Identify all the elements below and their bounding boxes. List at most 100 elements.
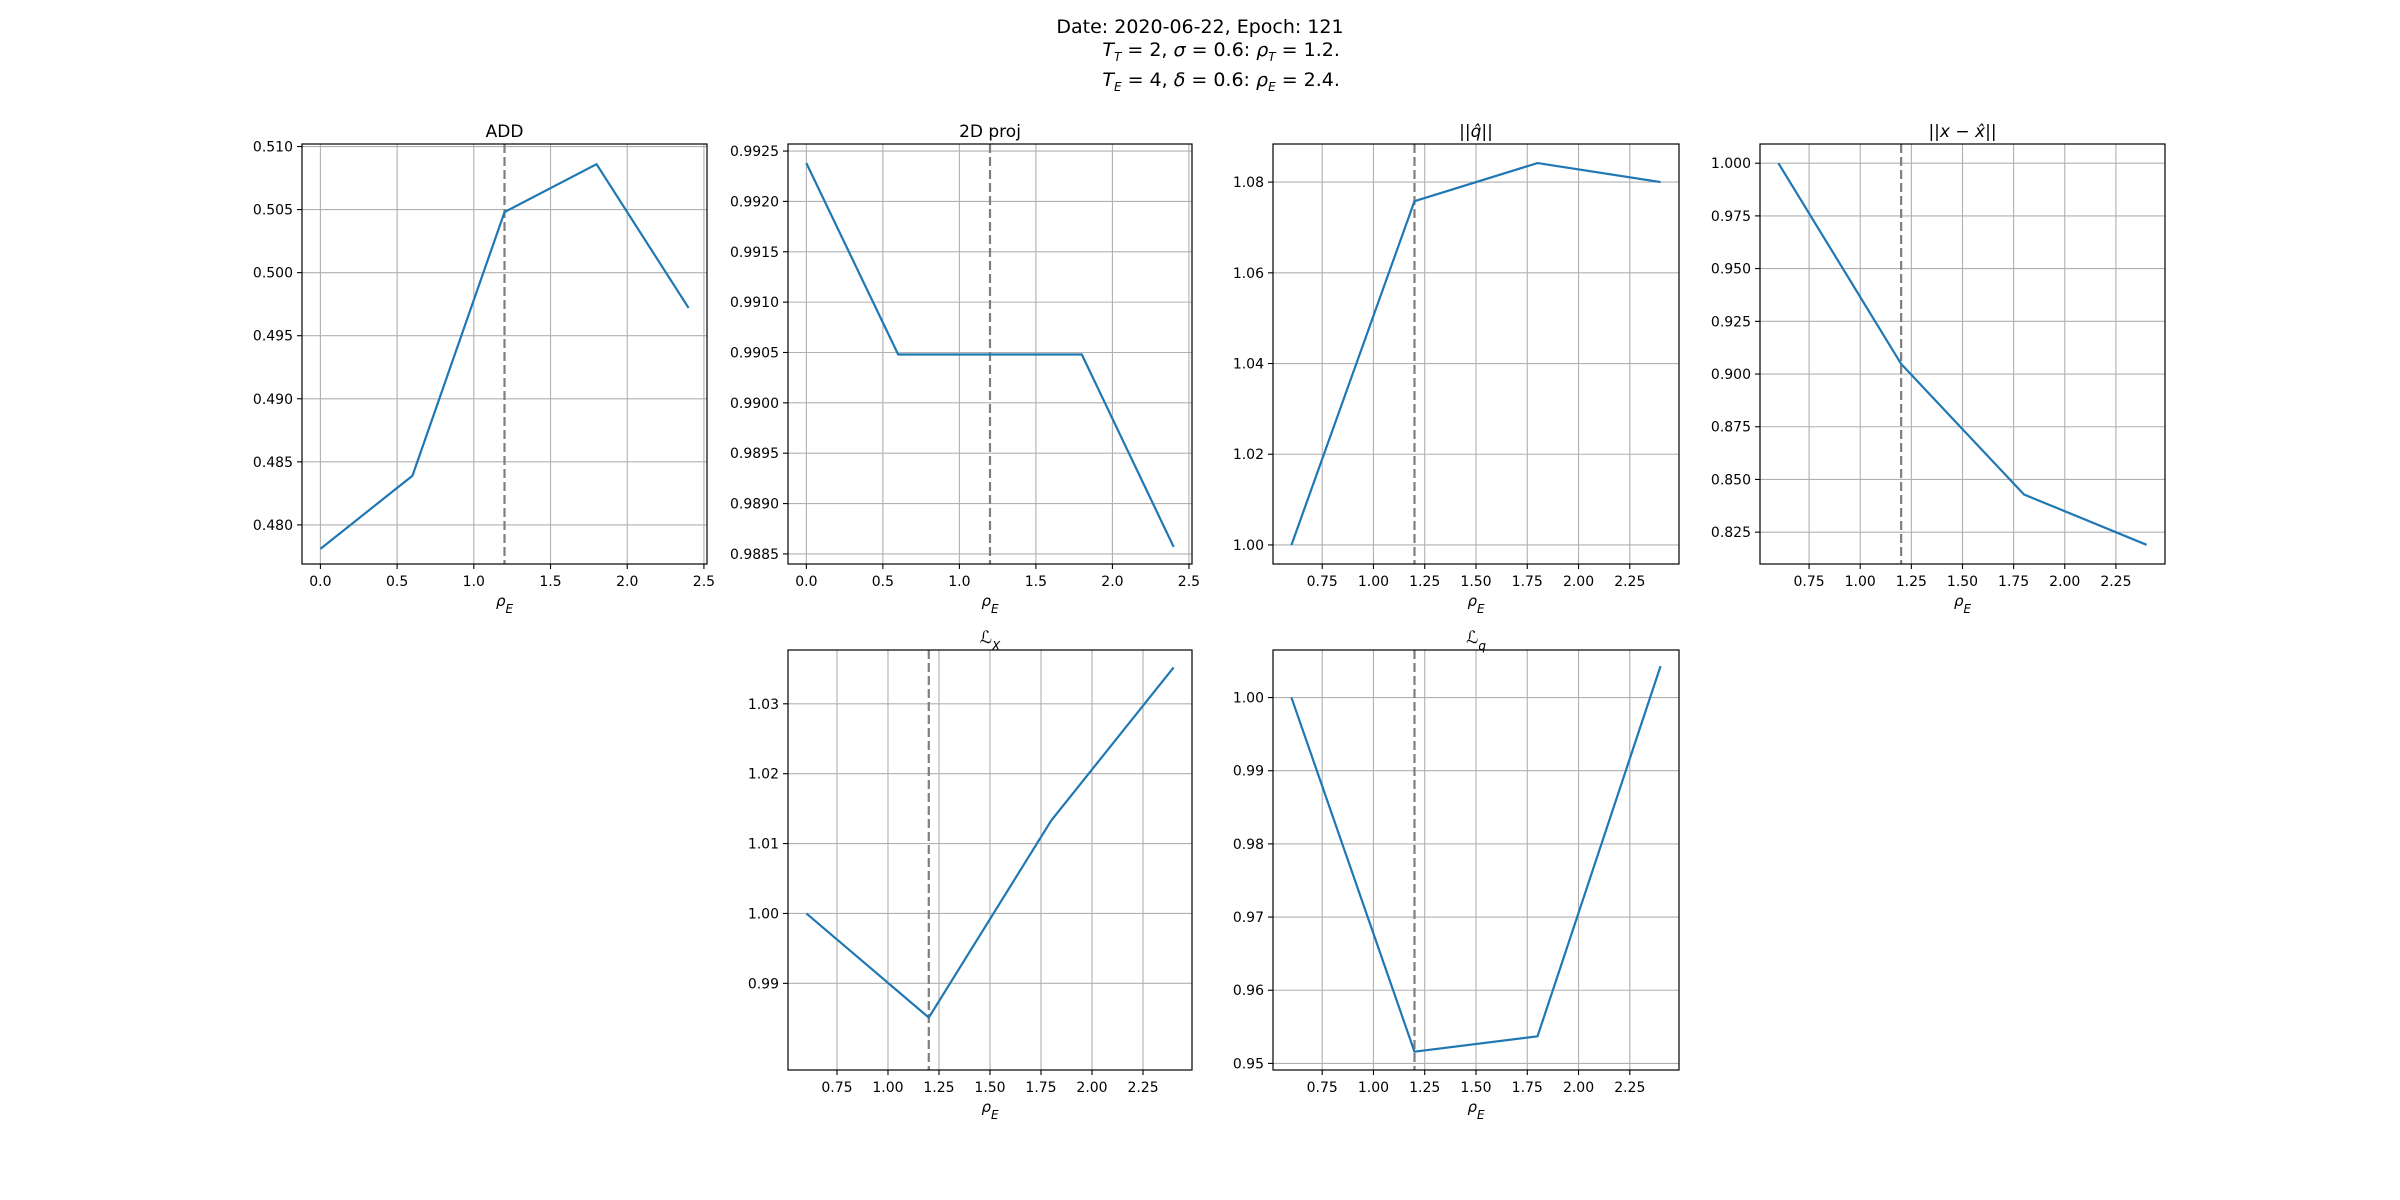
series-line — [1777, 162, 2148, 546]
y-tick-label: 0.97 — [1233, 910, 1264, 926]
series-line — [1290, 161, 1661, 546]
y-tick-label: 0.9920 — [730, 194, 779, 210]
x-tick-label: 1.00 — [872, 1080, 903, 1096]
subplot-title: 2D proj — [959, 122, 1021, 142]
y-tick-label: 1.01 — [748, 837, 779, 853]
y-tick-label: 0.9915 — [730, 245, 779, 261]
x-tick-label: 2.00 — [1563, 1080, 1594, 1096]
x-tick-label: 1.50 — [1947, 574, 1978, 590]
x-tick-label: 2.0 — [616, 574, 638, 590]
subplot-3: 0.75 1.00 1.25 1.50 1.75 2.00 2.25 1.00 1.02 1.04… — [1233, 122, 1680, 616]
y-tick-label: 0.9885 — [730, 547, 779, 563]
y-tick-label: 1.000 — [1711, 156, 1751, 172]
y-tick-label: 0.825 — [1711, 525, 1751, 541]
y-tick-label: 0.490 — [253, 392, 293, 408]
x-tick-label: 0.75 — [1307, 574, 1338, 590]
x-tick-label: 1.00 — [1845, 574, 1876, 590]
y-tick-label: 1.00 — [748, 906, 779, 922]
x-tick-label: 1.0 — [948, 574, 970, 590]
x-tick-label: 2.25 — [2100, 574, 2131, 590]
y-tick-label: 0.485 — [253, 455, 293, 471]
x-tick-label: 2.00 — [1563, 574, 1594, 590]
y-tick-label: 1.00 — [1233, 691, 1264, 707]
x-tick-label: 1.25 — [1409, 1080, 1440, 1096]
subplot-title: ADD — [486, 122, 524, 142]
y-tick-label: 0.950 — [1711, 262, 1751, 278]
x-tick-label: 0.0 — [309, 574, 331, 590]
x-axis-label: ρE — [981, 1098, 999, 1122]
x-axis-label: ρE — [981, 592, 999, 616]
y-tick-label: 1.03 — [748, 697, 779, 713]
axes-frame — [787, 143, 1193, 565]
y-tick-label: 0.9900 — [730, 396, 779, 412]
x-tick-label: 1.25 — [1896, 574, 1927, 590]
x-tick-label: 1.25 — [1409, 574, 1440, 590]
suptitle-line-1: Date: 2020-06-22, Epoch: 121 — [1056, 16, 1344, 38]
y-tick-label: 0.495 — [253, 329, 293, 345]
suptitle-line-3: TE = 4, δ = 0.6: ρE = 2.4. — [1102, 68, 1340, 94]
x-axis-label: ρE — [1467, 1098, 1485, 1122]
subplot-2: 0.0 0.5 1.0 1.5 2.0 2.5 0.9885 0.9890 0.9895 0.99… — [730, 122, 1200, 616]
y-tick-label: 0.505 — [253, 203, 293, 219]
x-tick-label: 1.5 — [1025, 574, 1047, 590]
x-tick-label: 0.0 — [795, 574, 817, 590]
x-tick-label: 2.00 — [1076, 1080, 1107, 1096]
x-tick-label: 0.75 — [1307, 1080, 1338, 1096]
x-tick-label: 2.5 — [1178, 574, 1200, 590]
subplot-1: 0.0 0.5 1.0 1.5 2.0 2.5 0.480 0.485 0.490 0.495 0.… — [253, 122, 715, 616]
subplot-title: ||q̂|| — [1459, 122, 1493, 142]
x-tick-label: 1.50 — [1460, 574, 1491, 590]
subplot-title: ℒq — [1466, 628, 1486, 653]
x-tick-label: 0.5 — [872, 574, 894, 590]
y-tick-label: 0.9895 — [730, 446, 779, 462]
x-tick-label: 1.00 — [1358, 574, 1389, 590]
subplot-5: 0.75 1.00 1.25 1.50 1.75 2.00 2.25 0.99 1.00 1.01… — [748, 628, 1193, 1122]
y-tick-label: 0.96 — [1233, 983, 1264, 999]
y-tick-label: 0.99 — [1233, 764, 1264, 780]
subplot-title: ||x − x̂|| — [1928, 122, 1996, 142]
x-axis-label: ρE — [1954, 592, 1972, 616]
x-tick-label: 1.75 — [1025, 1080, 1056, 1096]
y-tick-label: 0.850 — [1711, 472, 1751, 488]
x-tick-label: 0.75 — [821, 1080, 852, 1096]
y-tick-label: 1.06 — [1233, 266, 1264, 282]
y-tick-label: 1.08 — [1233, 175, 1264, 191]
x-tick-label: 2.25 — [1127, 1080, 1158, 1096]
x-tick-label: 1.75 — [1512, 574, 1543, 590]
x-tick-label: 2.0 — [1101, 574, 1123, 590]
y-tick-label: 0.900 — [1711, 367, 1751, 383]
subplot-4: 0.75 1.00 1.25 1.50 1.75 2.00 2.25 0.825 0.850 0.… — [1711, 122, 2166, 616]
x-tick-label: 1.5 — [539, 574, 561, 590]
y-tick-label: 0.95 — [1233, 1056, 1264, 1072]
x-tick-label: 1.75 — [1998, 574, 2029, 590]
y-tick-label: 0.500 — [253, 266, 293, 282]
figure-suptitle: Date: 2020-06-22, Epoch: 121 TT = 2, σ =… — [0, 16, 2400, 99]
series-line — [1290, 665, 1662, 1053]
y-tick-label: 0.510 — [253, 140, 293, 156]
y-tick-label: 1.02 — [1233, 447, 1264, 463]
x-tick-label: 0.75 — [1794, 574, 1825, 590]
x-tick-label: 0.5 — [386, 574, 408, 590]
x-tick-label: 2.00 — [2049, 574, 2080, 590]
y-tick-label: 0.9890 — [730, 497, 779, 513]
x-axis-label: ρE — [1467, 592, 1485, 616]
y-tick-label: 1.04 — [1233, 357, 1264, 373]
subplot-6: 0.75 1.00 1.25 1.50 1.75 2.00 2.25 0.95 0.96 0.97… — [1233, 628, 1680, 1122]
series-line — [805, 666, 1175, 1019]
y-tick-label: 1.02 — [748, 767, 779, 783]
x-tick-label: 2.5 — [693, 574, 715, 590]
axes-frame — [301, 143, 708, 565]
y-tick-label: 0.9910 — [730, 295, 779, 311]
suptitle-line-2: TT = 2, σ = 0.6: ρT = 1.2. — [1102, 39, 1340, 64]
x-tick-label: 1.00 — [1358, 1080, 1389, 1096]
y-tick-label: 0.925 — [1711, 314, 1751, 330]
x-axis-label: ρE — [496, 592, 514, 616]
x-tick-label: 1.50 — [974, 1080, 1005, 1096]
y-tick-label: 0.99 — [748, 976, 779, 992]
x-tick-label: 1.25 — [923, 1080, 954, 1096]
x-tick-label: 1.50 — [1460, 1080, 1491, 1096]
x-tick-label: 1.75 — [1512, 1080, 1543, 1096]
y-tick-label: 0.9905 — [730, 345, 779, 361]
y-tick-label: 0.480 — [253, 518, 293, 534]
